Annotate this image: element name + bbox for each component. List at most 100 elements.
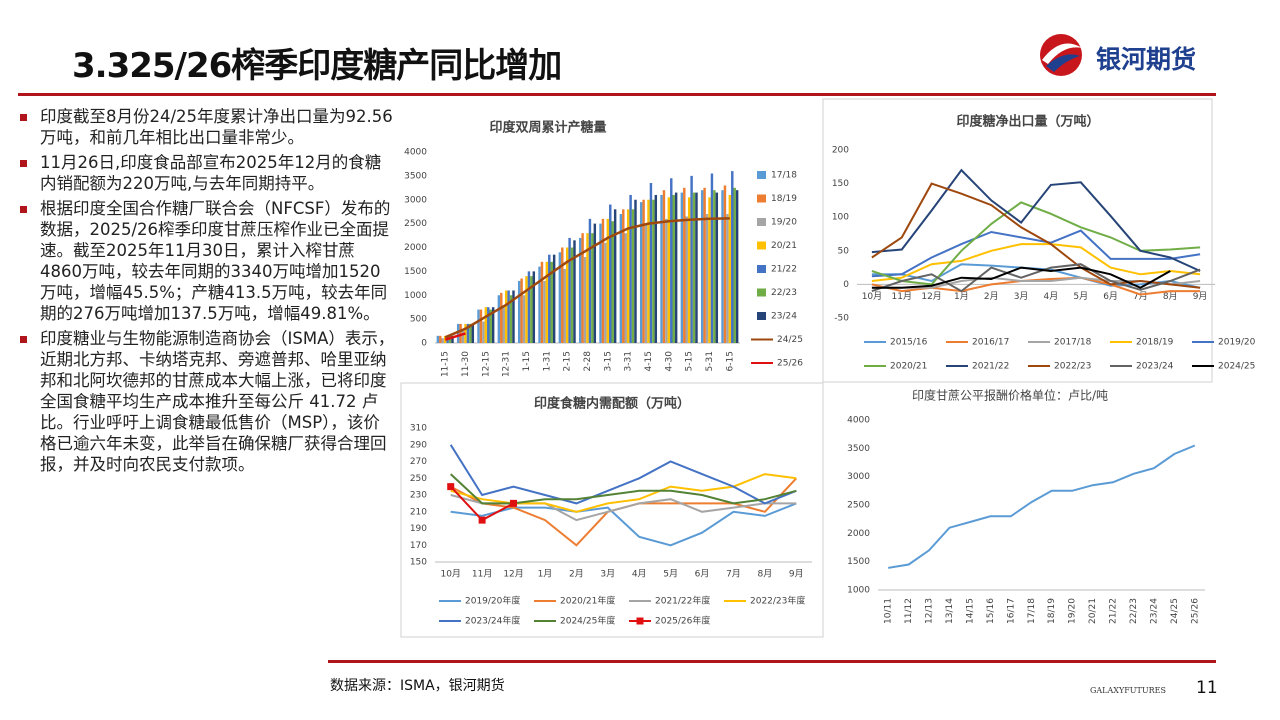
- bar: [705, 214, 709, 343]
- bar: [593, 223, 597, 343]
- x-tick-label: 11月: [892, 291, 912, 302]
- line: [888, 444, 1196, 569]
- x-tick-label: 13/14: [945, 598, 955, 624]
- marker: [478, 516, 486, 524]
- x-tick-label: 11/12: [904, 598, 914, 624]
- bar: [708, 197, 711, 343]
- y-tick-label: 0: [843, 280, 849, 290]
- bar: [715, 192, 719, 343]
- x-tick-label: 4-30: [664, 351, 674, 372]
- bar: [639, 202, 643, 343]
- legend-label: 2020/21年度: [560, 595, 615, 607]
- x-tick-label: 18/19: [1047, 598, 1057, 624]
- y-tick-label: 200: [832, 146, 849, 156]
- line: [871, 229, 1201, 278]
- x-tick-label: 3-15: [603, 351, 613, 371]
- bar: [484, 307, 488, 343]
- bar: [674, 192, 678, 343]
- chart-title: 印度双周累计产糖量: [489, 120, 606, 136]
- line: [450, 502, 797, 547]
- bullet: 印度截至8月份24/25年度累计净出口量为92.56万吨，和前几年相比出口量非常…: [18, 106, 396, 148]
- bar: [700, 190, 704, 343]
- y-tick-label: 190: [410, 524, 427, 534]
- y-tick-label: 270: [410, 457, 427, 467]
- y-tick-label: 290: [410, 440, 427, 450]
- x-tick-label: 11月: [472, 569, 492, 580]
- bar: [726, 214, 729, 343]
- bar: [721, 190, 724, 343]
- x-tick-label: 12-15: [481, 351, 491, 377]
- bar: [654, 194, 658, 343]
- legend-label: 25/26: [777, 359, 803, 369]
- logo: [1040, 34, 1082, 76]
- y-tick-label: 50: [838, 246, 850, 256]
- bar: [649, 183, 653, 343]
- x-tick-label: 3月: [600, 569, 615, 580]
- bar: [491, 307, 495, 343]
- y-tick-label: 2000: [847, 529, 870, 539]
- legend-label: 2017/18: [1054, 338, 1092, 348]
- bar: [611, 221, 614, 343]
- bar: [672, 194, 675, 343]
- bar: [522, 295, 526, 343]
- x-tick-label: 20/21: [1088, 598, 1098, 624]
- x-tick-label: 14/15: [965, 598, 975, 624]
- line: [871, 168, 1201, 272]
- bar: [588, 218, 592, 343]
- bar: [728, 194, 732, 343]
- y-tick-label: 1500: [404, 267, 427, 277]
- bar: [512, 290, 515, 343]
- bar: [461, 331, 465, 343]
- line: [871, 243, 1201, 282]
- x-tick-label: 12月: [921, 291, 941, 302]
- x-tick-label: 2月: [984, 291, 999, 302]
- legend-label: 2024/25: [1218, 362, 1255, 372]
- y-tick-label: 0: [421, 339, 427, 349]
- bar: [731, 171, 734, 343]
- x-tick-label: 1月: [538, 569, 553, 580]
- x-tick-label: 6-15: [725, 351, 735, 371]
- bar: [631, 209, 635, 343]
- x-tick-label: 8月: [1163, 291, 1178, 302]
- bar: [644, 223, 648, 343]
- bar: [530, 276, 533, 343]
- x-tick-label: 11-15: [441, 351, 451, 377]
- legend-swatch: [757, 218, 766, 226]
- bar: [517, 280, 521, 343]
- x-tick-label: 5月: [1073, 291, 1088, 302]
- bar: [634, 199, 637, 343]
- line: [871, 201, 1201, 286]
- x-tick-label: 16/17: [1006, 598, 1016, 624]
- line: [871, 263, 1201, 293]
- x-tick-label: 3月: [1014, 291, 1029, 302]
- bar: [561, 247, 564, 343]
- bar: [441, 338, 444, 343]
- charts: 印度双周累计产糖量0500100015002000250030003500400…: [400, 98, 1256, 638]
- bar: [558, 252, 562, 343]
- bar: [578, 237, 582, 343]
- x-tick-label: 6月: [1103, 291, 1118, 302]
- x-tick-label: 5-31: [705, 351, 715, 371]
- legend-label: 2016/17: [972, 338, 1009, 348]
- y-tick-label: 500: [410, 315, 427, 325]
- x-tick-label: 10月: [440, 569, 460, 580]
- bar: [487, 307, 490, 343]
- x-tick-label: 12-31: [502, 351, 512, 377]
- bar: [665, 218, 668, 343]
- legend-label: 21/22: [771, 265, 797, 275]
- bar: [586, 233, 589, 343]
- bar: [538, 266, 541, 343]
- bar: [570, 247, 574, 343]
- bar: [626, 209, 630, 343]
- bar: [456, 323, 460, 343]
- legend-label: 2020/21: [890, 362, 927, 372]
- legend-label: 18/19: [771, 194, 797, 204]
- legend-label: 2018/19: [1136, 338, 1174, 348]
- bar: [573, 240, 576, 343]
- x-tick-label: 9月: [789, 569, 804, 580]
- legend-marker: [636, 617, 644, 625]
- legend-label: 17/18: [771, 171, 797, 181]
- bar: [583, 257, 587, 343]
- legend-swatch: [757, 241, 766, 250]
